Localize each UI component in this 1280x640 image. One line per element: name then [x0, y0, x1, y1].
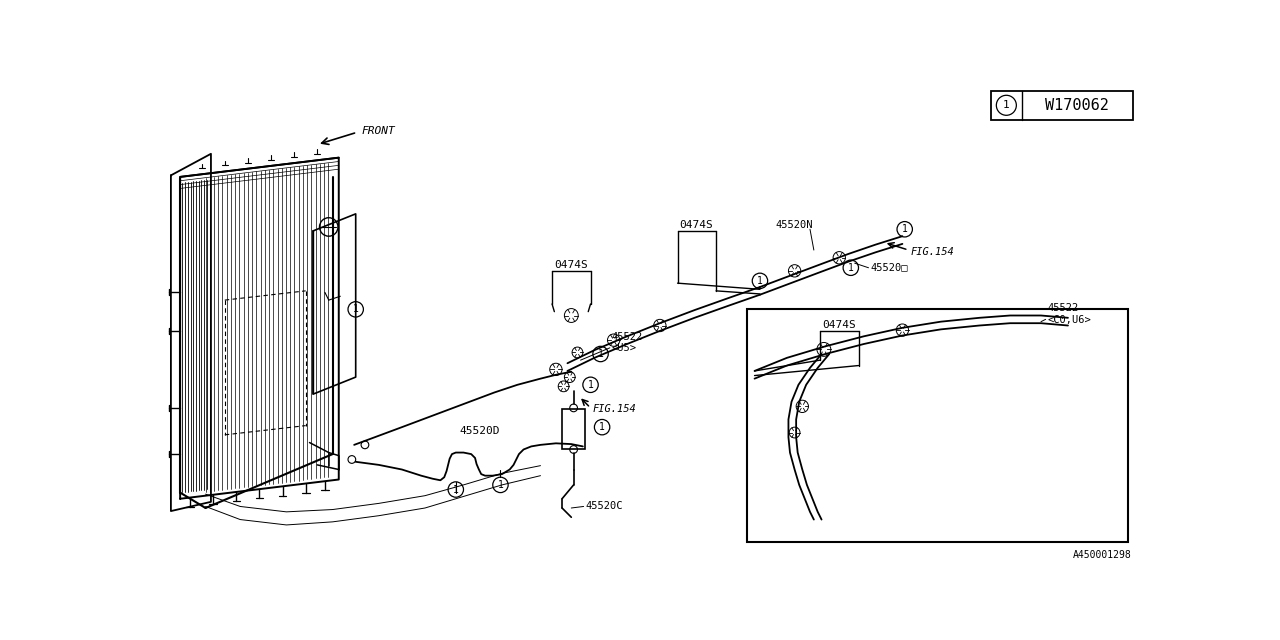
Bar — [991, 91, 1133, 120]
Text: 1: 1 — [1004, 100, 1010, 110]
Bar — [746, 309, 1128, 542]
Text: FIG.154: FIG.154 — [910, 246, 954, 257]
Text: 1: 1 — [599, 422, 605, 432]
Text: 45520C: 45520C — [585, 502, 622, 511]
Text: 45520□: 45520□ — [870, 263, 908, 273]
Text: 45522
<U5>: 45522 <U5> — [612, 332, 643, 353]
Text: 1: 1 — [353, 305, 358, 314]
Text: W170062: W170062 — [1046, 98, 1110, 113]
Text: 1: 1 — [902, 224, 908, 234]
Text: FIG.154: FIG.154 — [593, 404, 636, 415]
Text: 45520D: 45520D — [460, 426, 500, 436]
Text: 0474S: 0474S — [822, 320, 856, 330]
Text: FRONT: FRONT — [361, 125, 394, 136]
Text: 0474S: 0474S — [680, 220, 713, 230]
Text: 1: 1 — [588, 380, 594, 390]
Text: A450001298: A450001298 — [1073, 550, 1132, 561]
Text: 1: 1 — [453, 484, 458, 495]
Text: 1: 1 — [847, 263, 854, 273]
Text: 1: 1 — [598, 349, 603, 359]
Text: 0474S: 0474S — [554, 260, 589, 271]
Text: 1: 1 — [756, 276, 763, 286]
Text: 45520N: 45520N — [776, 220, 813, 230]
Bar — [562, 410, 585, 449]
Text: 1: 1 — [498, 480, 503, 490]
Text: 45522
<C0,U6>: 45522 <C0,U6> — [1047, 303, 1091, 324]
